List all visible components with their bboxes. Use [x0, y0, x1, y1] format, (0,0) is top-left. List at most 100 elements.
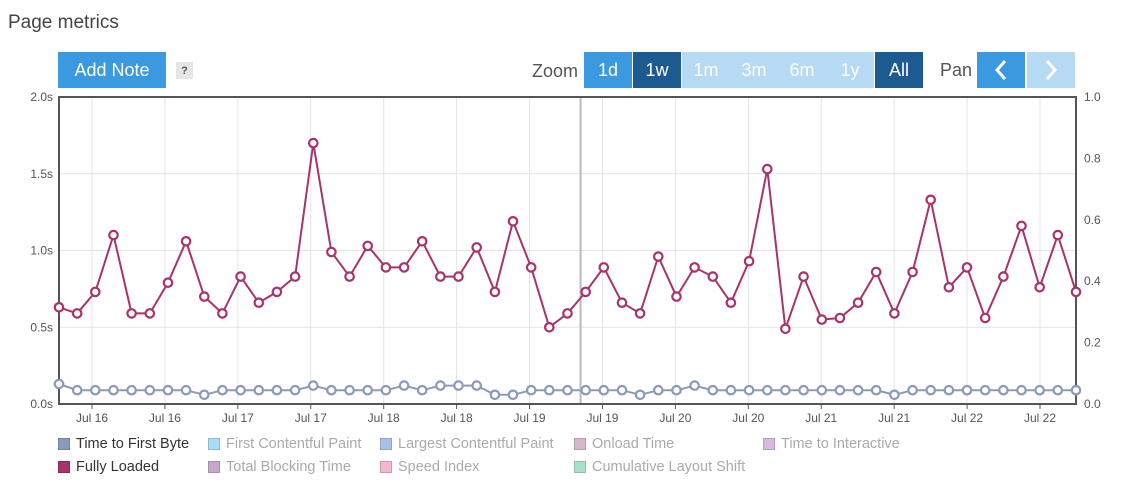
time-to-first-byte-point: [453, 380, 464, 391]
legend-item-speed-index[interactable]: Speed Index: [380, 457, 479, 477]
legend-swatch: [208, 461, 220, 473]
time-to-first-byte-point: [870, 384, 882, 396]
fully-loaded-point: [489, 286, 501, 298]
x-tick-label: Jul 22: [1024, 411, 1056, 425]
fully-loaded-point: [453, 271, 464, 282]
time-to-first-byte-point: [725, 384, 737, 396]
time-to-first-byte-point: [816, 384, 828, 396]
fully-loaded-point: [598, 262, 610, 273]
fully-loaded-point: [380, 262, 392, 273]
legend-item-fully-loaded[interactable]: Fully Loaded: [58, 457, 159, 477]
fully-loaded-point: [998, 271, 1009, 282]
fully-loaded-point: [108, 229, 119, 241]
zoom-6m-button[interactable]: 6m: [778, 52, 826, 88]
time-to-first-byte-point: [671, 384, 682, 396]
y-right-tick-label: 0.6: [1084, 213, 1101, 227]
time-to-first-byte-point: [798, 384, 809, 396]
y-right-tick-label: 0.2: [1084, 336, 1101, 350]
add-note-button[interactable]: Add Note: [58, 52, 166, 88]
zoom-label: Zoom: [532, 61, 579, 81]
legend-item-time-to-interactive[interactable]: Time to Interactive: [763, 434, 900, 454]
time-to-first-byte-point: [489, 389, 501, 401]
time-to-first-byte-point: [235, 384, 246, 396]
legend-item-onload-time[interactable]: Onload Time: [574, 434, 674, 454]
x-tick-label: Jul 16: [149, 411, 181, 425]
legend-label: Speed Index: [398, 459, 480, 475]
fully-loaded-point: [780, 323, 791, 335]
pan-left-button[interactable]: [977, 52, 1025, 88]
x-tick-label: Jul 17: [222, 411, 254, 425]
time-to-first-byte-point: [1034, 384, 1045, 396]
fully-loaded-point: [90, 286, 101, 298]
chart-legend: Time to First Byte First Contentful Paint…: [58, 434, 1058, 482]
time-to-first-byte-point: [598, 384, 610, 396]
fully-loaded-point: [253, 297, 265, 308]
fully-loaded-point: [634, 308, 646, 319]
legend-swatch: [380, 438, 392, 450]
fully-loaded-point: [362, 240, 373, 252]
zoom-1y-button[interactable]: 1y: [826, 52, 874, 88]
fully-loaded-point: [71, 308, 83, 319]
fully-loaded-point: [743, 255, 755, 267]
help-icon[interactable]: ?: [176, 62, 193, 79]
fully-loaded-point: [852, 297, 864, 308]
page-metrics-chart[interactable]: 0.0s 0.5s 1.0s 1.5s 2.0s 0.0 0.2 0.4 0.6 0.8 1.0 Ju…: [0, 0, 1128, 430]
fully-loaded-point: [1016, 220, 1027, 232]
zoom-1m-button[interactable]: 1m: [682, 52, 730, 88]
legend-item-cumulative-layout-shift[interactable]: Cumulative Layout Shift: [574, 457, 745, 477]
time-to-first-byte-point: [289, 384, 301, 396]
time-to-first-byte-point: [53, 378, 65, 390]
legend-item-time-to-first-byte[interactable]: Time to First Byte: [58, 434, 189, 454]
y-left-tick-label: 1.5s: [30, 167, 53, 181]
legend-swatch: [763, 438, 775, 450]
zoom-1w-button[interactable]: 1w: [633, 52, 681, 88]
fully-loaded-point: [943, 281, 955, 293]
fully-loaded-point: [162, 277, 174, 288]
fully-loaded-point: [344, 271, 355, 282]
legend-item-first-contentful-paint[interactable]: First Contentful Paint: [208, 434, 361, 454]
time-to-first-byte-point: [217, 384, 228, 396]
x-tick-label: Jul 18: [441, 411, 473, 425]
legend-label: Time to First Byte: [76, 436, 190, 452]
fully-loaded-point: [180, 236, 192, 247]
time-to-first-byte-point: [562, 384, 573, 396]
x-tick-label: Jul 20: [659, 411, 691, 425]
time-to-first-byte-point: [961, 384, 973, 396]
time-to-first-byte-point: [144, 384, 156, 396]
fully-loaded-point: [580, 286, 591, 298]
legend-item-total-blocking-time[interactable]: Total Blocking Time: [208, 457, 351, 477]
legend-item-largest-contentful-paint[interactable]: Largest Contentful Paint: [380, 434, 554, 454]
legend-swatch: [380, 461, 392, 473]
time-to-first-byte-point: [543, 384, 555, 396]
pan-right-button[interactable]: [1027, 52, 1075, 88]
fully-loaded-point: [816, 314, 828, 325]
zoom-1d-button[interactable]: 1d: [584, 52, 632, 88]
y-right-tick-label: 0.4: [1084, 274, 1101, 288]
time-to-first-byte-point: [108, 384, 119, 396]
legend-label: Cumulative Layout Shift: [592, 459, 746, 475]
time-to-first-byte-point: [907, 384, 918, 396]
zoom-3m-button[interactable]: 3m: [730, 52, 778, 88]
time-to-first-byte-point: [689, 380, 700, 391]
time-to-first-byte-point: [435, 380, 446, 391]
legend-label: Total Blocking Time: [226, 459, 351, 475]
fully-loaded-point: [507, 216, 519, 227]
time-to-first-byte-point: [925, 384, 936, 396]
fully-loaded-point: [652, 251, 664, 262]
fully-loaded-point: [616, 297, 628, 308]
zoom-all-button[interactable]: All: [875, 52, 923, 88]
x-tick-label: Jul 16: [76, 411, 108, 425]
time-to-first-byte-point: [979, 384, 991, 396]
legend-swatch: [58, 438, 70, 450]
time-to-first-byte-point: [507, 389, 519, 401]
time-to-first-byte-point: [707, 384, 719, 396]
fully-loaded-point: [398, 262, 410, 273]
time-to-first-byte-point: [1016, 384, 1027, 396]
fully-loaded-point: [471, 242, 482, 253]
fully-loaded-point: [725, 297, 737, 308]
fully-loaded-point: [435, 271, 446, 282]
fully-loaded-point: [543, 321, 555, 333]
legend-label: Fully Loaded: [76, 459, 160, 475]
time-to-first-byte-point: [344, 384, 355, 396]
fully-loaded-point: [53, 301, 65, 313]
